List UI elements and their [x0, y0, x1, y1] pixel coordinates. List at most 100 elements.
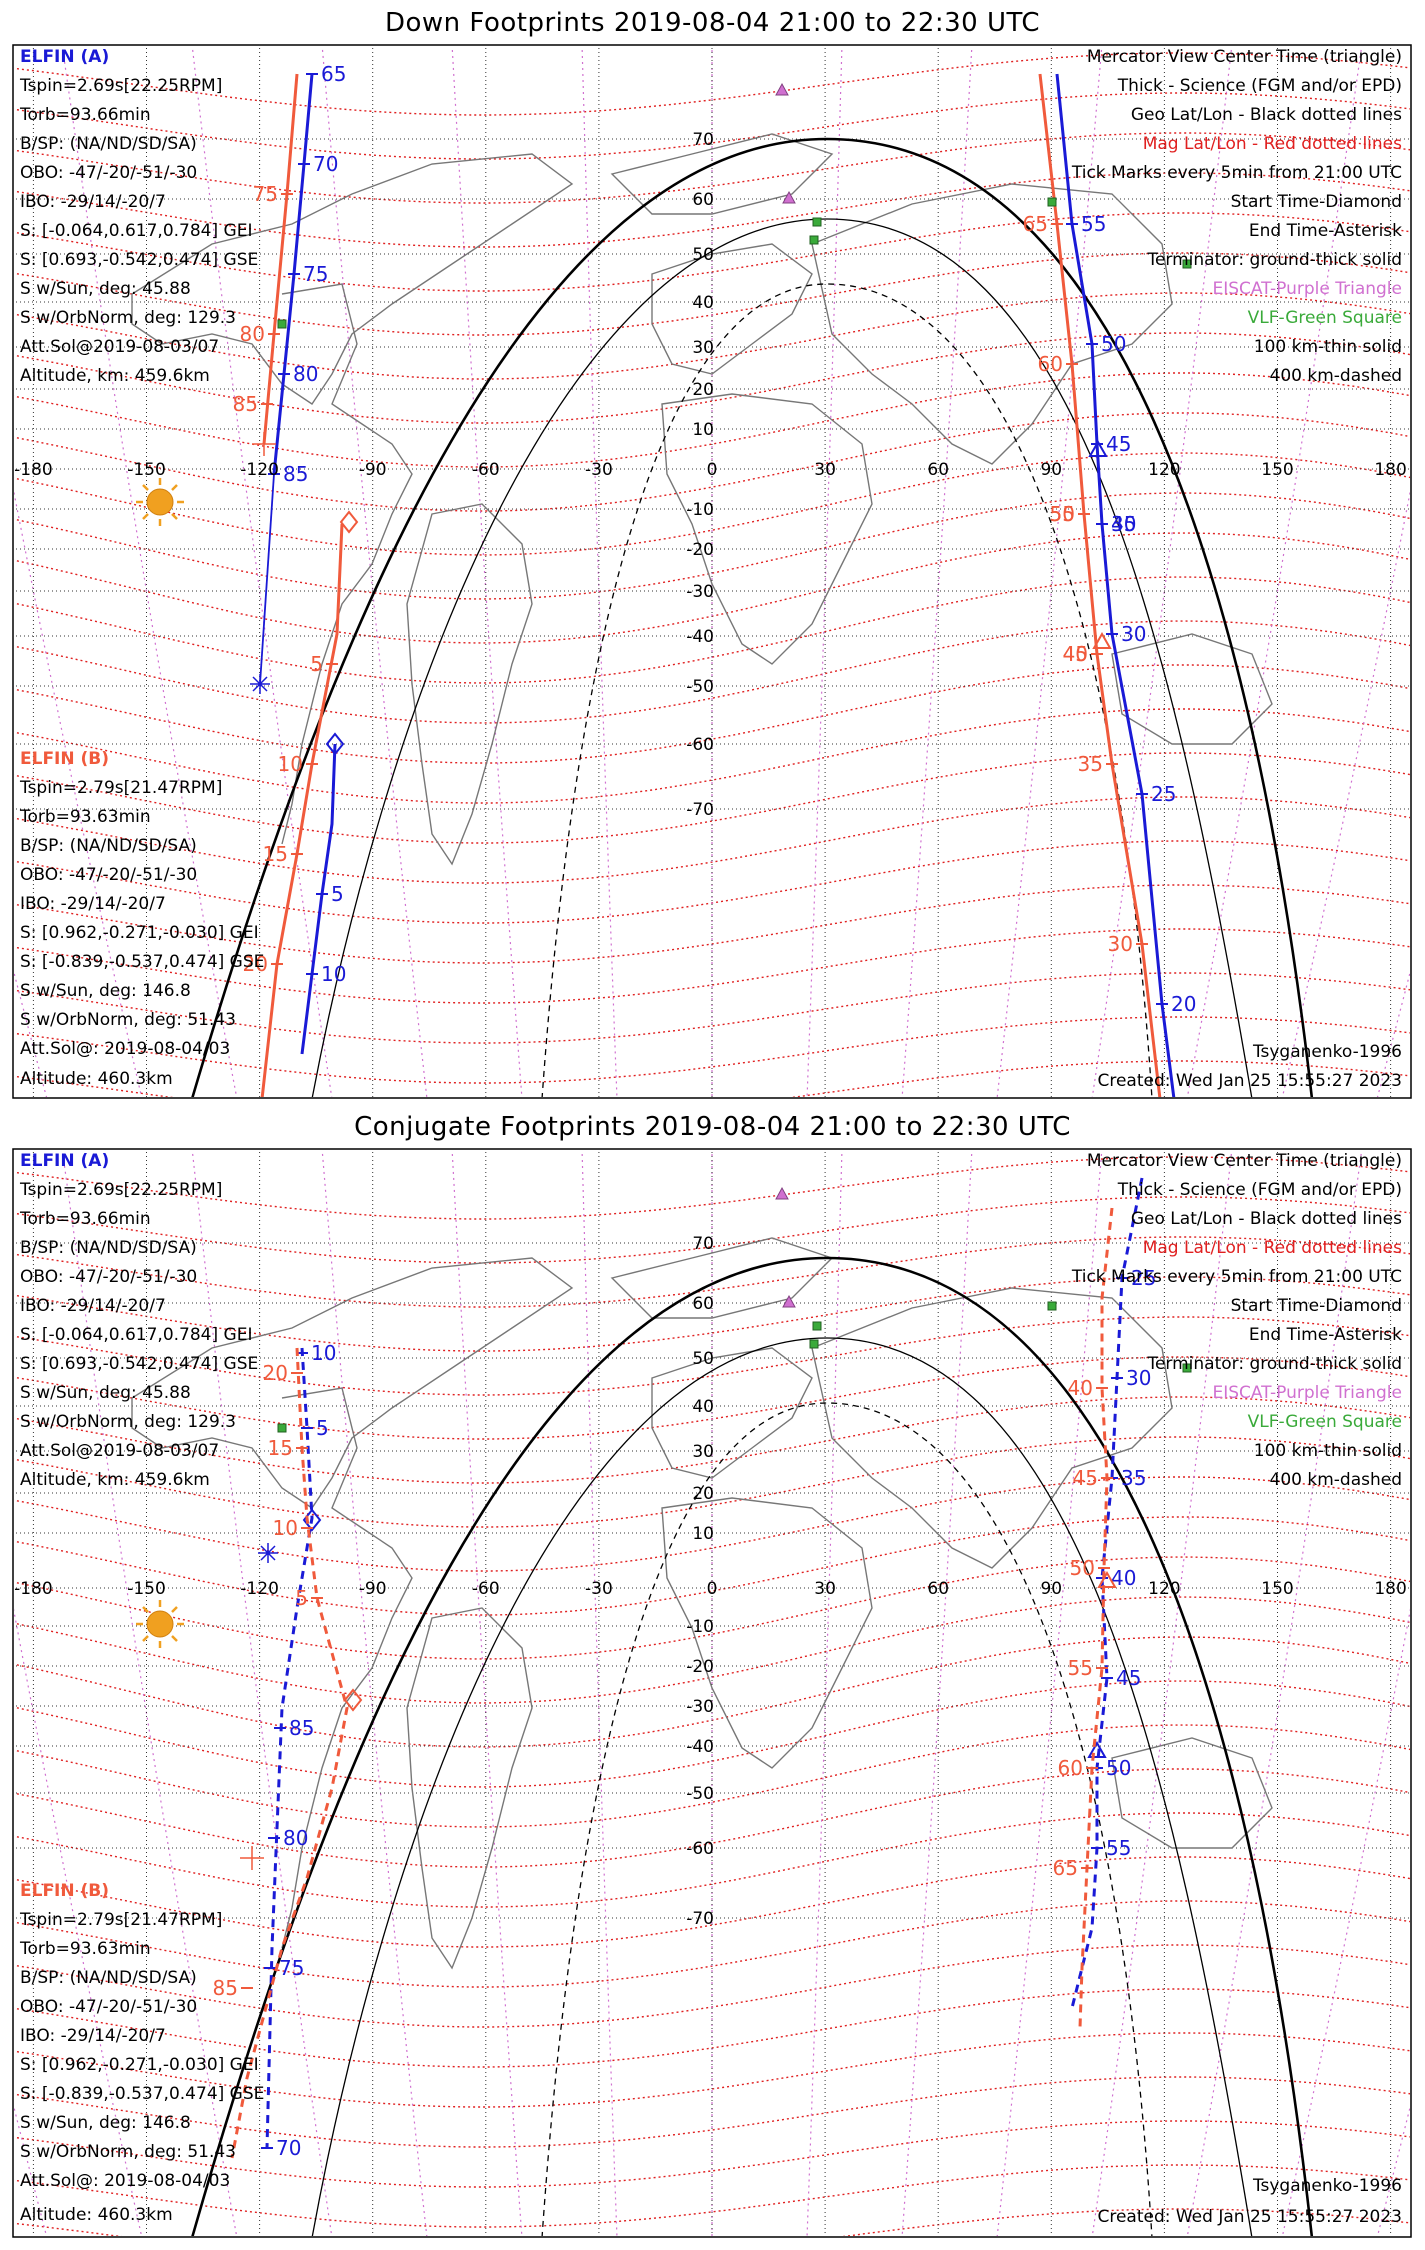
track-tick-label: 75: [279, 1956, 304, 1980]
track-tick-label: 30: [1121, 622, 1146, 646]
coastline: [651, 1347, 813, 1479]
lon-tick-label: 180: [1374, 1579, 1406, 1599]
mag-lat-line: [14, 1236, 1410, 1308]
lon-tick-label: -60: [472, 1579, 500, 1599]
track-tick-label: 70: [313, 152, 338, 176]
coastlines: [131, 1237, 1273, 1970]
lat-tick-label: 40: [692, 293, 714, 313]
coastline: [661, 393, 873, 665]
elfin-b-name: ELFIN (B): [20, 1881, 109, 1901]
end-asterisk-marker: [258, 1543, 278, 1563]
lat-tick-label: -70: [686, 800, 714, 820]
legend-item: Start Time-Diamond: [1231, 192, 1402, 212]
mag-lat-line: [14, 2164, 1410, 2228]
lat-tick-label: 60: [692, 190, 714, 210]
start-diamond-marker: [339, 510, 359, 534]
mag-lat-line: [14, 664, 1410, 764]
lon-tick-label: -180: [14, 1579, 53, 1599]
lat-tick-label: 20: [692, 1484, 714, 1504]
mag-lon-line: [321, 46, 428, 1097]
elfin-b-line: Altitude: 460.3km: [20, 1069, 173, 1089]
elfin-a-line: B/SP: (NA/ND/SD/SA): [20, 134, 197, 154]
track-tick-label: 10: [311, 1341, 336, 1365]
lat-tick-label: 70: [692, 130, 714, 150]
track-tick-label: 85: [283, 462, 308, 486]
legend-item: EISCAT-Purple Triangle: [1212, 279, 1402, 299]
elfin-a-info: ELFIN (A) Tspin=2.69s[22.25RPM] Torb=93.…: [19, 47, 258, 386]
axis-labels: -180 -150 -120 -90 -60 -30 0 30 60 90 120 150 180 70 6…: [14, 1234, 1407, 1929]
lat-tick-label: -40: [686, 1737, 714, 1757]
track-tick-label: 55: [1081, 212, 1106, 236]
track-tick-label: 30: [1126, 1366, 1151, 1390]
mag-lat-line: [14, 1016, 1410, 1084]
coastline: [406, 503, 533, 866]
track-tick-label: 10: [273, 1516, 298, 1540]
elfin-a-line: S: [0.693,-0.542,0.474] GSE: [20, 1354, 258, 1374]
mag-lon-line: [901, 46, 973, 1097]
lat-tick-label: 20: [692, 380, 714, 400]
legend-item: Terminator: ground-thick solid: [1146, 250, 1402, 270]
lat-tick-label: -10: [686, 1617, 714, 1637]
mag-lon-line: [581, 1150, 618, 2236]
coastline: [811, 1287, 1173, 1569]
magnetic-grid: [14, 1150, 1410, 2236]
mag-lon-line: [451, 46, 523, 1097]
lon-tick-label: 60: [927, 460, 949, 480]
terminator-400km: [541, 283, 1153, 1097]
mag-lat-line: [14, 132, 1410, 204]
elfin-b-line: S w/Sun, deg: 146.8: [20, 981, 191, 1001]
coastline: [1111, 633, 1273, 745]
lat-tick-label: 10: [692, 420, 714, 440]
elfin-b-track-south: [260, 523, 344, 1097]
elfin-a-line: IBO: -29/14/-20/7: [20, 192, 166, 212]
center-triangle-marker: [1097, 1570, 1117, 1588]
mag-lon-line: [451, 1150, 523, 2236]
lat-tick-label: 30: [692, 338, 714, 358]
elfin-a-line: Torb=93.66min: [19, 1209, 151, 1229]
lat-tick-label: 50: [692, 1349, 714, 1369]
eiscat-triangle-marker: [782, 190, 796, 204]
end-asterisk-marker: [250, 674, 270, 694]
created-label: Created: Wed Jan 25 15:55:27 2023: [1097, 1071, 1402, 1091]
track-tick-label: 50: [1070, 1556, 1095, 1580]
lat-tick-label: 70: [692, 1234, 714, 1254]
mag-lat-line: [14, 1156, 1410, 1220]
mag-lat-line: [14, 1276, 1410, 1352]
track-tick-label: 65: [1053, 1856, 1078, 1880]
coastline: [281, 1387, 413, 1949]
station-markers: [277, 82, 1192, 329]
start-diamond-marker: [325, 732, 345, 756]
coastline: [610, 1237, 834, 1319]
model-label: Tsyganenko-1996: [1252, 2176, 1402, 2196]
track-tick-label: 10: [278, 752, 303, 776]
elfin-b-line: Att.Sol@: 2019-08-04/03: [20, 2171, 230, 2191]
lat-tick-label: -30: [686, 1697, 714, 1717]
elfin-b-track-west: [262, 73, 299, 445]
mag-lon-line: [996, 1150, 1103, 2236]
mag-lat-line: [14, 2076, 1410, 2148]
elfin-a-line: Altitude, km: 459.6km: [20, 1470, 210, 1490]
terminator-400km: [541, 1402, 1153, 2236]
center-triangle-marker: [1092, 631, 1112, 649]
eiscat-triangle-marker: [782, 1294, 796, 1308]
lon-tick-label: 30: [814, 460, 836, 480]
sun-icon: [136, 1600, 184, 1648]
elfin-a-line: S w/OrbNorm, deg: 129.3: [20, 1412, 236, 1432]
mag-lon-line: [806, 1150, 843, 2236]
track-tick-label: 50: [1106, 1756, 1131, 1780]
elfin-b-line: Tspin=2.79s[21.47RPM]: [19, 778, 222, 798]
mag-lat-line: [14, 1476, 1410, 1572]
panel-1-title: Down Footprints 2019-08-04 21:00 to 22:3…: [384, 8, 1041, 38]
elfin-b-line: S: [0.962,-0.271,-0.030] GEI: [20, 923, 259, 943]
lat-tick-label: 50: [692, 245, 714, 265]
geographic-grid: [14, 1150, 1410, 2236]
elfin-a-line: S w/Sun, deg: 45.88: [20, 1383, 191, 1403]
track-tick-label: 65: [321, 62, 346, 86]
mag-lon-line: [14, 1608, 143, 2236]
lon-tick-label: -120: [240, 1579, 279, 1599]
vlf-square-marker: [1047, 1301, 1057, 1311]
mag-lon-line: [1281, 1608, 1410, 2236]
mag-lon-line: [901, 1150, 973, 2236]
mag-lat-line: [14, 1768, 1410, 1868]
end-asterisk-marker: [240, 1846, 264, 1870]
